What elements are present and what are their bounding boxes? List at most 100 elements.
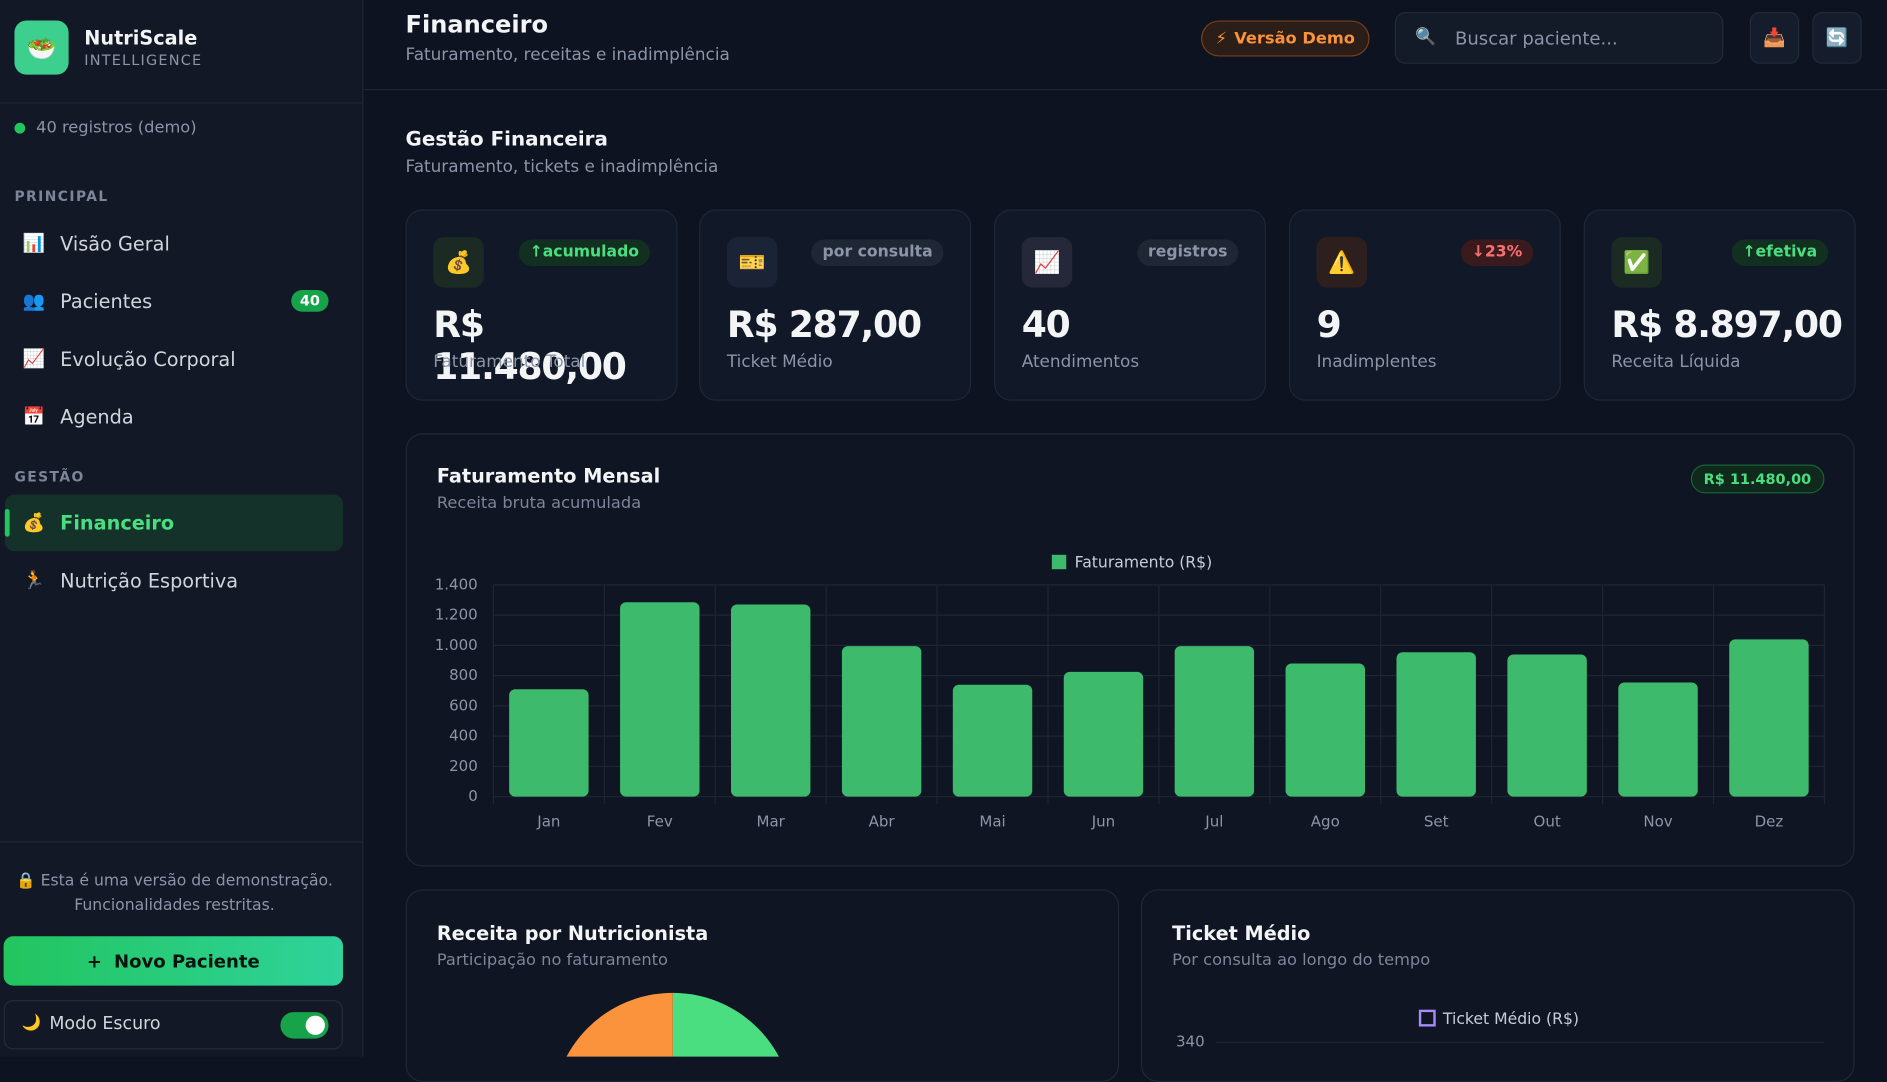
bar xyxy=(620,602,700,797)
card-badge: ↑efetiva xyxy=(1731,239,1829,266)
x-tick-label: Ago xyxy=(1311,812,1340,830)
active-bg xyxy=(4,494,343,552)
active-bar xyxy=(4,509,10,537)
card-value: 9 xyxy=(1316,304,1342,347)
nav-label: Evolução Corporal xyxy=(60,347,236,371)
legend-swatch xyxy=(1418,1009,1436,1027)
icon-button[interactable]: 📥 xyxy=(1749,12,1800,64)
y-tick-label: 800 xyxy=(449,666,478,684)
card-icon: 🎫 xyxy=(726,237,778,288)
line-panel: Ticket Médio Por consulta ao longo do te… xyxy=(1140,889,1855,1082)
nav-item[interactable]: 👥 Pacientes xyxy=(22,289,153,313)
x-tick-label: Jul xyxy=(1204,812,1223,830)
search-placeholder: Buscar paciente... xyxy=(1454,27,1618,50)
search[interactable]: 🔍 Buscar paciente... xyxy=(1394,12,1724,64)
bar xyxy=(1729,639,1809,797)
nav-label: Pacientes xyxy=(60,289,153,313)
card-badge: registros xyxy=(1137,239,1239,266)
divider xyxy=(0,102,363,104)
chart-title: Faturamento Mensal xyxy=(436,464,661,488)
icon-button[interactable]: 🔄 xyxy=(1812,12,1862,64)
section-subtitle: Faturamento, tickets e inadimplência xyxy=(405,157,719,177)
button-label: Novo Paciente xyxy=(114,950,260,972)
y-tick-label: 340 xyxy=(1176,1033,1205,1051)
x-tick-label: Jun xyxy=(1091,812,1116,830)
chart-subtitle: Receita bruta acumulada xyxy=(436,493,642,513)
sidebar: 🥗 NutriScale INTELLIGENCE 40 registros (… xyxy=(0,0,364,1057)
card-label: Inadimplentes xyxy=(1316,352,1437,372)
toggle[interactable] xyxy=(280,1012,329,1039)
nav-item[interactable]: 💰 Financeiro xyxy=(22,510,175,534)
demo-label: Versão Demo xyxy=(1234,28,1355,49)
y-tick-label: 400 xyxy=(449,727,478,745)
card-icon: 💰 xyxy=(433,237,484,288)
chart-subtitle: Por consulta ao longo do tempo xyxy=(1172,950,1431,970)
y-tick-label: 600 xyxy=(449,696,478,714)
x-tick-label: Jan xyxy=(536,812,560,830)
tagline: INTELLIGENCE xyxy=(84,51,203,69)
stat-card: 🎫 por consulta R$ 287,00 Ticket Médio xyxy=(699,209,972,401)
section-label: PRINCIPAL xyxy=(14,187,109,205)
page-title: Financeiro xyxy=(405,9,549,39)
demo-pill[interactable]: ⚡ Versão Demo xyxy=(1201,20,1370,57)
section-title: Gestão Financeira xyxy=(405,127,608,151)
pie-slice xyxy=(672,992,779,1057)
notice: 🔒 Esta é uma versão de demonstração. xyxy=(16,872,333,891)
nav-label: Financeiro xyxy=(60,510,175,534)
y-tick-label: 1.400 xyxy=(435,575,478,593)
stat-card: 📈 registros 40 Atendimentos xyxy=(994,209,1267,401)
chart-subtitle: Participação no faturamento xyxy=(436,950,668,970)
status-dot xyxy=(14,122,26,134)
card-value: R$ 8.897,00 xyxy=(1611,304,1843,347)
total-badge: R$ 11.480,00 xyxy=(1690,464,1825,494)
y-tick-label: 200 xyxy=(449,757,478,775)
pie-slice xyxy=(566,992,673,1057)
legend-swatch xyxy=(1051,554,1067,570)
divider xyxy=(363,89,1887,91)
status: 40 registros (demo) xyxy=(36,117,197,138)
nav-item[interactable]: 📈 Evolução Corporal xyxy=(22,347,236,371)
card-value: R$ 11.480,00 xyxy=(433,304,627,389)
legend-label: Faturamento (R$) xyxy=(1075,553,1213,572)
x-tick-label: Mar xyxy=(757,812,786,830)
dark-mode-label: Modo Escuro xyxy=(49,1014,161,1034)
card-label: Ticket Médio xyxy=(726,352,833,372)
bar xyxy=(952,684,1033,797)
notice-line: Funcionalidades restritas. xyxy=(74,896,275,915)
card-icon: 📈 xyxy=(1021,237,1073,288)
card-value: R$ 287,00 xyxy=(726,304,922,347)
card-icon: ⚠️ xyxy=(1316,237,1368,288)
divider xyxy=(0,841,363,843)
bar xyxy=(1507,654,1587,797)
x-tick-label: Abr xyxy=(869,812,896,830)
bar xyxy=(1174,646,1255,797)
nav-item[interactable]: 🏃 Nutrição Esportiva xyxy=(22,568,239,592)
charts-overlay: 0 200 400 600 800 1.000 1.200 1.400 Faturamento … xyxy=(435,553,1826,1057)
card-badge: ↓23% xyxy=(1460,239,1534,266)
card-label: Atendimentos xyxy=(1021,352,1140,372)
nav-label: Agenda xyxy=(60,404,134,428)
stat-card: 💰 ↑acumulado R$ 11.480,00 Faturamento Total xyxy=(405,209,678,401)
bar xyxy=(1396,652,1476,797)
logo: 🥗 xyxy=(14,20,69,75)
new-patient-button[interactable]: + Novo Paciente xyxy=(3,936,343,986)
bar xyxy=(730,604,811,797)
x-tick-label: Set xyxy=(1424,812,1449,830)
y-tick-label: 1.000 xyxy=(435,636,478,654)
y-tick-label: 1.200 xyxy=(435,606,478,624)
brand: NutriScale xyxy=(84,26,198,50)
page-subtitle: Faturamento, receitas e inadimplência xyxy=(405,45,730,65)
card-value: 40 xyxy=(1021,304,1071,347)
x-tick-label: Dez xyxy=(1755,812,1784,830)
nav-label: Visão Geral xyxy=(60,231,170,255)
dark-mode-row: 🌙 Modo Escuro xyxy=(3,1000,343,1050)
section-label: GESTÃO xyxy=(14,468,85,485)
notice-line: Esta é uma versão de demonstração. xyxy=(40,872,333,891)
x-tick-label: Mai xyxy=(979,812,1005,830)
nav-item[interactable]: 📊 Visão Geral xyxy=(22,231,170,255)
chart-title: Ticket Médio xyxy=(1172,921,1311,945)
card-icon: ✅ xyxy=(1611,237,1662,288)
nav-item[interactable]: 📅 Agenda xyxy=(22,404,134,428)
